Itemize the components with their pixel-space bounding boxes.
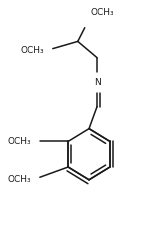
Text: OCH₃: OCH₃ — [8, 175, 31, 184]
Text: N: N — [94, 78, 100, 87]
Text: OCH₃: OCH₃ — [20, 46, 44, 55]
Text: OCH₃: OCH₃ — [8, 137, 31, 146]
Text: OCH₃: OCH₃ — [91, 8, 114, 17]
